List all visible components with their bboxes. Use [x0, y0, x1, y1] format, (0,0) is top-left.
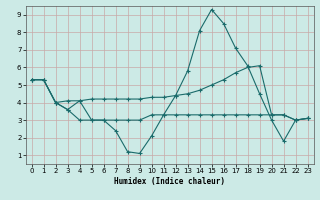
X-axis label: Humidex (Indice chaleur): Humidex (Indice chaleur)	[114, 177, 225, 186]
